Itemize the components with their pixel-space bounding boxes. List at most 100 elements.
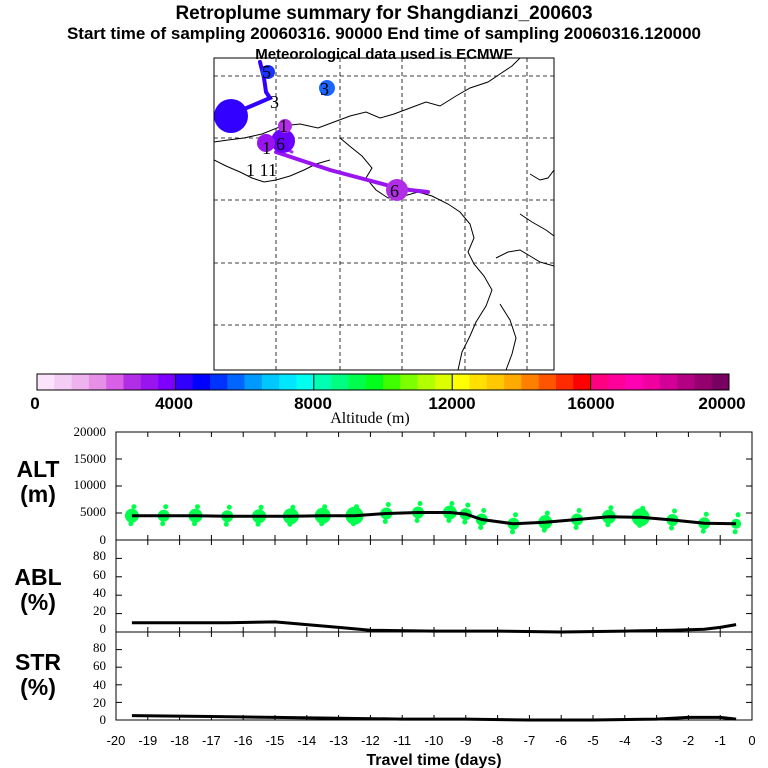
alt-scatter-point xyxy=(576,507,582,513)
alt-scatter-point xyxy=(703,511,709,517)
alt-label: ALT xyxy=(16,456,59,482)
str-unit: (%) xyxy=(20,674,56,700)
marker-label: 1 xyxy=(279,116,288,136)
alt-scatter-point xyxy=(351,521,356,527)
abl-tick: 40 xyxy=(93,585,106,600)
met-data-note: Meteorological data used is ECMWF xyxy=(255,46,513,63)
abl-tick: 60 xyxy=(93,567,106,582)
abl-unit: (%) xyxy=(20,589,56,615)
alt-scatter-point xyxy=(417,500,423,506)
alt-scatter-point xyxy=(319,521,325,527)
x-tick-label: -7 xyxy=(524,733,536,748)
str-tick: 0 xyxy=(100,712,107,727)
alt-unit: (m) xyxy=(20,481,56,507)
abl-label: ABL xyxy=(14,564,61,590)
colorbar-swatch xyxy=(192,374,211,390)
map-marker xyxy=(214,99,248,133)
alt-scatter-point xyxy=(513,512,518,518)
x-tick-label: -17 xyxy=(202,733,221,748)
alt-scatter-point xyxy=(290,504,296,510)
marker-labels: 5 3 3 6 1 1 6 1 1 1 xyxy=(246,62,399,201)
alt-scatter-point xyxy=(163,504,169,510)
x-tick-label: -15 xyxy=(266,733,285,748)
alt-scatter-point xyxy=(544,510,550,516)
colorbar-swatch xyxy=(106,374,124,390)
alt-scatter-point xyxy=(605,522,611,528)
alt-tick: 0 xyxy=(100,532,107,547)
alt-scatter-point xyxy=(258,504,264,510)
colorbar-swatch xyxy=(37,374,55,390)
colorbar-label: Altitude (m) xyxy=(330,410,410,427)
alt-scatter-point xyxy=(510,529,515,535)
colorbar-tick: 8000 xyxy=(294,394,332,413)
alt-scatter-point xyxy=(128,521,134,527)
x-tick-label: -16 xyxy=(234,733,253,748)
str-tick: 80 xyxy=(93,640,106,655)
map-marker xyxy=(278,119,292,133)
alt-scatter-point xyxy=(382,519,388,525)
abl-tick: 0 xyxy=(100,621,107,636)
colorbar-swatch xyxy=(140,374,159,390)
colorbar-ticks: 0 4000 8000 12000 16000 20000 xyxy=(30,394,745,413)
alt-scatter-point xyxy=(541,527,547,533)
colorbar-swatch xyxy=(573,374,591,390)
alt-scatter-point xyxy=(287,521,293,527)
alt-scatter-point xyxy=(131,504,137,510)
alt-scatter-point xyxy=(192,521,197,527)
colorbar-swatch xyxy=(365,374,384,390)
colorbar-swatch xyxy=(486,374,505,390)
alt-scatter-point xyxy=(608,505,614,511)
alt-tick: 10000 xyxy=(74,477,107,492)
str-tick: 40 xyxy=(93,677,106,692)
colorbar-swatch xyxy=(642,374,661,390)
alt-tick: 5000 xyxy=(80,504,106,519)
x-tick-label: -18 xyxy=(170,733,189,748)
colorbar-tick: 12000 xyxy=(428,394,475,413)
colorbar-swatch xyxy=(504,374,522,390)
x-tick-label: -5 xyxy=(587,733,599,748)
time-series-panels: ALT (m) ABL (%) STR (%) 20000 15000 1000… xyxy=(14,424,755,748)
marker-label: 1 xyxy=(262,138,271,158)
alt-scatter-point xyxy=(195,504,200,510)
altitude-colorbar xyxy=(36,373,730,391)
colorbar-swatch xyxy=(54,374,72,390)
alt-scatter-point xyxy=(255,521,261,527)
alt-scatter-point xyxy=(322,504,328,510)
alt-scatter-point xyxy=(672,508,677,514)
colorbar-swatch xyxy=(521,374,539,390)
map-marker xyxy=(386,179,408,201)
map-graticule xyxy=(214,58,554,370)
y-tick-labels: 20000 15000 10000 5000 0 80 60 40 20 0 8… xyxy=(74,424,107,727)
x-tick-label: -10 xyxy=(425,733,444,748)
alt-scatter-point xyxy=(226,504,232,510)
series-lines xyxy=(131,511,737,722)
alt-scatter-point xyxy=(385,502,391,508)
colorbar-swatch xyxy=(452,374,470,390)
abl-tick: 20 xyxy=(93,603,106,618)
colorbar-swatch xyxy=(469,374,488,390)
colorbar-swatch xyxy=(279,374,297,390)
alt-scatter-point xyxy=(223,521,229,527)
marker-label: 3 xyxy=(320,79,329,99)
alt-scatter-point xyxy=(669,525,674,531)
map-marker xyxy=(261,65,275,79)
map-coastlines xyxy=(214,58,554,370)
map-panel: 5 3 3 6 1 1 6 1 1 1 xyxy=(213,57,555,371)
x-tick-label: -12 xyxy=(361,733,380,748)
map-frame xyxy=(213,57,555,371)
str-tick: 60 xyxy=(93,658,106,673)
colorbar-swatch xyxy=(711,374,730,390)
alt-scatter-point xyxy=(449,500,455,506)
colorbar-swatch xyxy=(659,374,678,390)
map-marker xyxy=(319,80,335,96)
x-tick-label: -13 xyxy=(329,733,348,748)
colorbar-swatch xyxy=(434,374,453,390)
colorbar-tick: 16000 xyxy=(567,394,614,413)
alt-scatter-point xyxy=(481,507,487,513)
alt-tick: 20000 xyxy=(74,424,107,439)
colorbar-swatch xyxy=(261,374,280,390)
sampling-times: Start time of sampling 20060316. 90000 E… xyxy=(66,24,702,43)
colorbar-swatch xyxy=(88,374,107,390)
panel-labels: ALT (m) ABL (%) STR (%) xyxy=(14,456,61,700)
colorbar-frame xyxy=(36,373,730,391)
